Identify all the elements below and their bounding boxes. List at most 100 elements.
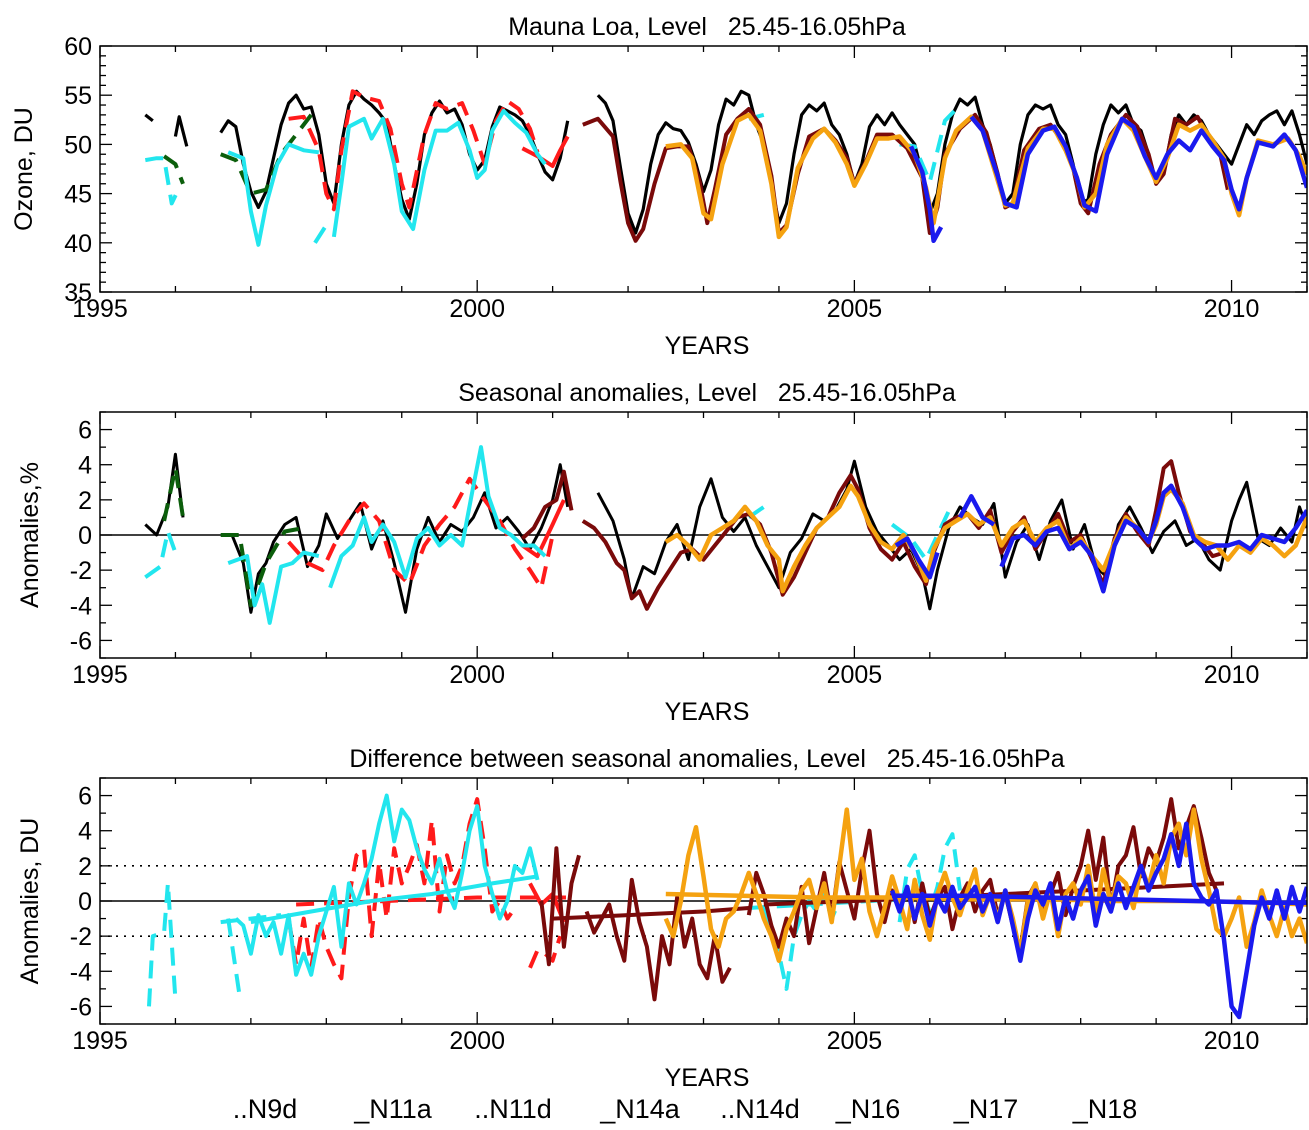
series-line bbox=[521, 469, 574, 540]
y-tick-label: -6 bbox=[70, 627, 92, 655]
y-tick-label: -6 bbox=[70, 993, 92, 1021]
y-tick-label: -4 bbox=[70, 592, 92, 620]
y-axis-label: Ozone, DU bbox=[10, 107, 38, 231]
series-line bbox=[220, 913, 282, 925]
x-tick-label: 2010 bbox=[1204, 661, 1260, 689]
legend-item: _N11a bbox=[353, 1094, 433, 1124]
series-line bbox=[144, 156, 182, 206]
y-tick-label: 6 bbox=[78, 783, 92, 811]
series-line bbox=[286, 797, 517, 981]
axis-ticks: 1995 2000 2005 2010 -6 -4 -2 0 2 4 6 bbox=[70, 411, 1308, 689]
series-line bbox=[219, 113, 313, 196]
panel-title: Seasonal anomalies, Level 25.45-16.05hPa bbox=[458, 379, 956, 407]
legend-item: _N18 bbox=[1072, 1094, 1138, 1124]
y-tick-label: 40 bbox=[64, 230, 92, 258]
series-line bbox=[894, 536, 940, 580]
plot-frame bbox=[99, 45, 1308, 293]
series-line bbox=[230, 463, 570, 614]
series-line bbox=[969, 115, 1307, 214]
legend-item: _N17 bbox=[953, 1094, 1019, 1124]
legend-item: ..N14d bbox=[720, 1094, 800, 1124]
series-line bbox=[234, 793, 540, 977]
y-tick-label: 60 bbox=[64, 33, 92, 61]
series-line bbox=[162, 154, 185, 185]
series-line bbox=[908, 145, 944, 244]
legend-item: ..N9d bbox=[233, 1094, 298, 1124]
x-tick-label: 2005 bbox=[827, 295, 883, 323]
y-tick-label: 4 bbox=[78, 818, 92, 846]
y-tick-label: -2 bbox=[70, 923, 92, 951]
legend-item: ..N11d bbox=[474, 1094, 552, 1124]
axis-ticks: 1995 2000 2005 2010 35 40 45 50 55 60 bbox=[64, 33, 1308, 323]
y-tick-label: 35 bbox=[64, 279, 92, 307]
series-line bbox=[162, 466, 185, 522]
series-line bbox=[999, 483, 1307, 594]
plot-frame bbox=[99, 411, 1308, 659]
y-tick-label: -2 bbox=[70, 557, 92, 585]
x-tick-label: 2005 bbox=[827, 1027, 883, 1055]
y-tick-label: 45 bbox=[64, 181, 92, 209]
series-line bbox=[889, 821, 1307, 1020]
plot-frame bbox=[99, 777, 1308, 1025]
y-tick-label: 0 bbox=[78, 888, 92, 916]
series-line bbox=[313, 218, 332, 244]
plot-lines bbox=[100, 793, 1307, 1020]
x-tick-label: 1995 bbox=[72, 661, 128, 689]
x-tick-label: 1995 bbox=[72, 1027, 128, 1055]
series-line bbox=[287, 476, 555, 590]
legend: ..N9d _N11a ..N11d _N14a ..N14d _N16 _N1… bbox=[233, 1094, 1138, 1124]
x-axis-label: YEARS bbox=[665, 698, 750, 726]
plot-lines bbox=[100, 445, 1307, 625]
series-line bbox=[521, 135, 570, 168]
series-line bbox=[528, 882, 566, 923]
panel-seasonal-anomalies: Seasonal anomalies, Level 25.45-16.05hPa… bbox=[16, 379, 1308, 726]
series-line bbox=[226, 918, 242, 997]
series-line bbox=[552, 906, 749, 921]
axis-ticks: 1995 2000 2005 2010 -6 -4 -2 0 2 4 6 bbox=[70, 777, 1308, 1055]
series-line bbox=[892, 893, 1307, 906]
x-axis-label: YEARS bbox=[665, 332, 750, 360]
legend-item: _N14a bbox=[599, 1094, 681, 1124]
y-tick-label: 4 bbox=[78, 452, 92, 480]
series-line bbox=[144, 452, 185, 537]
series-line bbox=[227, 550, 320, 625]
y-tick-label: 0 bbox=[78, 522, 92, 550]
x-tick-label: 2000 bbox=[449, 1027, 505, 1055]
y-tick-label: 55 bbox=[64, 82, 92, 110]
x-tick-label: 2010 bbox=[1204, 295, 1260, 323]
series-line bbox=[144, 529, 178, 579]
x-tick-label: 2000 bbox=[449, 661, 505, 689]
y-tick-label: 2 bbox=[78, 487, 92, 515]
series-line bbox=[664, 483, 1307, 594]
x-axis-label: YEARS bbox=[665, 1064, 750, 1092]
series-line bbox=[958, 494, 996, 527]
plot-lines bbox=[144, 89, 1307, 247]
series-line bbox=[227, 142, 320, 247]
x-tick-label: 2010 bbox=[1204, 1027, 1260, 1055]
series-line bbox=[328, 445, 547, 589]
series-line bbox=[528, 935, 563, 969]
y-tick-label: -4 bbox=[70, 958, 92, 986]
series-line bbox=[144, 113, 154, 123]
series-line bbox=[296, 895, 568, 907]
y-tick-label: 6 bbox=[78, 417, 92, 445]
series-line bbox=[584, 877, 732, 1002]
panel-difference-anomalies: Difference between seasonal anomalies, L… bbox=[16, 745, 1308, 1092]
panel-ozone: Mauna Loa, Level 25.45-16.05hPa Ozone, D… bbox=[10, 13, 1308, 360]
series-line bbox=[250, 874, 538, 925]
series-line bbox=[539, 846, 581, 967]
series-line bbox=[147, 881, 178, 1007]
series-line bbox=[173, 115, 189, 147]
x-tick-label: 1995 bbox=[72, 295, 128, 323]
x-tick-label: 2000 bbox=[449, 295, 505, 323]
x-tick-label: 2005 bbox=[827, 661, 883, 689]
series-line bbox=[220, 526, 305, 608]
panel-title: Mauna Loa, Level 25.45-16.05hPa bbox=[508, 13, 906, 41]
y-tick-label: 50 bbox=[64, 131, 92, 159]
y-axis-label: Anomalies, DU bbox=[16, 818, 44, 985]
panel-title: Difference between seasonal anomalies, L… bbox=[349, 745, 1064, 773]
y-axis-label: Anomalies,% bbox=[16, 462, 44, 608]
series-line bbox=[521, 499, 566, 559]
y-tick-label: 2 bbox=[78, 853, 92, 881]
